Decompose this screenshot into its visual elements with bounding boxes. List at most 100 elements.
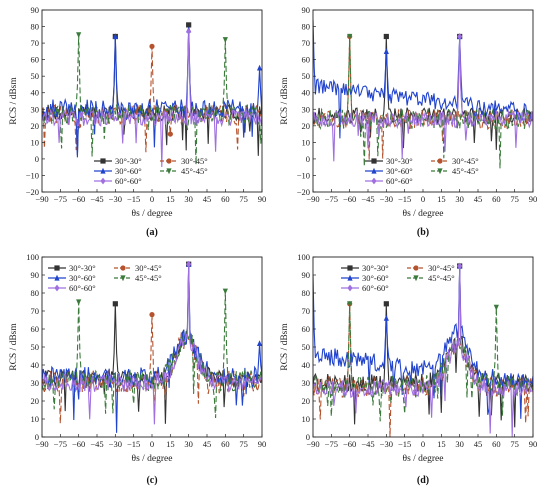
y-tick-label: 100 xyxy=(297,252,310,262)
y-tick-label: 30 xyxy=(302,378,311,388)
legend-marker-30°-45° xyxy=(120,265,126,271)
legend-marker-45°-45° xyxy=(120,275,126,282)
x-tick-label: −60 xyxy=(72,439,85,449)
legend-label-60°-60°: 60°-60° xyxy=(115,176,142,186)
x-tick-label: −75 xyxy=(325,194,338,204)
panel-label: (d) xyxy=(417,475,429,486)
legend-marker-30°-60° xyxy=(100,167,106,174)
x-tick-label: 45 xyxy=(474,194,483,204)
x-axis-label: θs / degree xyxy=(132,454,173,464)
x-tick-label: −90 xyxy=(306,439,319,449)
legend-marker-30°-30° xyxy=(54,265,60,271)
legend-label-30°-45°: 30°-45° xyxy=(452,156,479,166)
x-tick-label: −75 xyxy=(54,194,67,204)
chart-panel-1: −90 −75 −60 −45 −30 −15 0 15 30 45 60 75 90 −20 −10 0 10… xyxy=(9,5,266,238)
y-tick-label: 30 xyxy=(31,104,40,114)
legend: 30°-30° 30°-45° 30°-60° 45°-45° 60°-60° xyxy=(48,263,162,293)
y-tick-label: 50 xyxy=(31,342,40,352)
x-tick-label: 30 xyxy=(184,194,193,204)
x-tick-label: 0 xyxy=(150,194,154,204)
plot-frame xyxy=(312,256,534,438)
x-tick-label: −60 xyxy=(72,194,85,204)
x-tick-label: 30 xyxy=(455,439,464,449)
x-tick-label: −90 xyxy=(35,194,48,204)
x-tick-label: 30 xyxy=(455,194,464,204)
y-tick-label: 50 xyxy=(31,71,40,81)
x-tick-label: 75 xyxy=(510,439,519,449)
legend-label-45°-45°: 45°-45° xyxy=(428,273,455,283)
legend: 30°-30° 30°-45° 30°-60° 45°-45° 60°-60° xyxy=(341,263,455,293)
peak-marker-60°-60° xyxy=(457,33,463,40)
legend-marker-30°-45° xyxy=(413,265,419,271)
y-tick-label: 0 xyxy=(35,154,39,164)
x-tick-label: 45 xyxy=(474,439,483,449)
peak-marker-60°-60° xyxy=(186,260,192,268)
legend-label-60°-60°: 60°-60° xyxy=(69,283,96,293)
legend-marker-30°-60° xyxy=(54,274,60,281)
legend-label-30°-45°: 30°-45° xyxy=(428,263,455,273)
legend-label-30°-45°: 30°-45° xyxy=(181,156,208,166)
y-tick-label: 40 xyxy=(302,360,311,370)
y-tick-label: 60 xyxy=(31,55,40,65)
x-tick-label: −45 xyxy=(361,439,374,449)
y-axis-label: RCS / dBsm xyxy=(280,323,290,371)
legend-label-30°-60°: 30°-60° xyxy=(69,273,96,283)
legend-marker-60°-60° xyxy=(54,284,60,292)
y-tick-label: 90 xyxy=(31,5,40,15)
legend-label-45°-45°: 45°-45° xyxy=(452,166,479,176)
series-line-30°-45° xyxy=(42,46,262,153)
x-tick-label: −15 xyxy=(127,439,140,449)
peak-marker-45°-45° xyxy=(222,37,228,43)
x-tick-label: 15 xyxy=(166,439,175,449)
peak-marker-30°-60° xyxy=(383,315,389,321)
y-tick-label: 30 xyxy=(31,378,40,388)
series-line-60°-60° xyxy=(313,36,533,162)
x-tick-label: 45 xyxy=(203,194,212,204)
y-tick-label: 10 xyxy=(302,137,311,147)
peak-marker-30°-45° xyxy=(149,312,155,318)
series-line-60°-60° xyxy=(42,31,262,168)
series-line-45°-45° xyxy=(42,291,262,419)
y-tick-label: 60 xyxy=(302,55,311,65)
x-tick-label: 15 xyxy=(437,439,446,449)
y-tick-label: 10 xyxy=(302,414,311,424)
legend-label-30°-30°: 30°-30° xyxy=(115,156,142,166)
y-tick-label: 70 xyxy=(302,38,311,48)
y-tick-label: 70 xyxy=(31,306,40,316)
legend-label-30°-30°: 30°-30° xyxy=(362,263,389,273)
x-tick-label: 75 xyxy=(239,194,248,204)
legend-marker-30°-30° xyxy=(371,158,377,164)
legend-label-45°-45°: 45°-45° xyxy=(181,166,208,176)
y-tick-label: 0 xyxy=(306,154,310,164)
peak-marker-30°-30° xyxy=(186,22,192,28)
chart-panel-2: −90 −75 −60 −45 −30 −15 0 15 30 45 60 75 90 −20 −10 0 10… xyxy=(280,5,537,238)
x-tick-label: 0 xyxy=(421,439,425,449)
y-axis-label: RCS / dBsm xyxy=(280,77,290,125)
y-tick-label: 50 xyxy=(302,71,311,81)
x-tick-label: 90 xyxy=(529,439,538,449)
y-axis-label: RCS / dBsm xyxy=(9,77,19,125)
series-line-30°-60° xyxy=(313,265,533,419)
series-line-45°-45° xyxy=(313,36,533,169)
peak-marker-45°-45° xyxy=(222,288,228,295)
y-tick-label: 90 xyxy=(302,5,311,15)
x-tick-label: 0 xyxy=(150,439,154,449)
y-tick-label: 80 xyxy=(302,288,311,298)
x-tick-label: −30 xyxy=(109,439,122,449)
peak-marker-30°-30° xyxy=(383,301,389,307)
y-tick-label: 70 xyxy=(31,38,40,48)
x-axis-label: θs / degree xyxy=(403,454,444,464)
peak-marker-45°-45° xyxy=(347,33,353,40)
legend-marker-30°-45° xyxy=(437,158,443,164)
x-tick-label: −15 xyxy=(127,194,140,204)
x-tick-label: −60 xyxy=(343,194,356,204)
x-tick-label: 0 xyxy=(421,194,425,204)
y-tick-label: 100 xyxy=(26,252,39,262)
y-tick-label: 20 xyxy=(302,396,311,406)
x-tick-label: −45 xyxy=(361,194,374,204)
x-tick-label: −90 xyxy=(35,439,48,449)
legend-marker-30°-60° xyxy=(371,167,377,174)
legend-marker-45°-45° xyxy=(413,275,419,282)
series-line-30°-30° xyxy=(313,36,533,150)
